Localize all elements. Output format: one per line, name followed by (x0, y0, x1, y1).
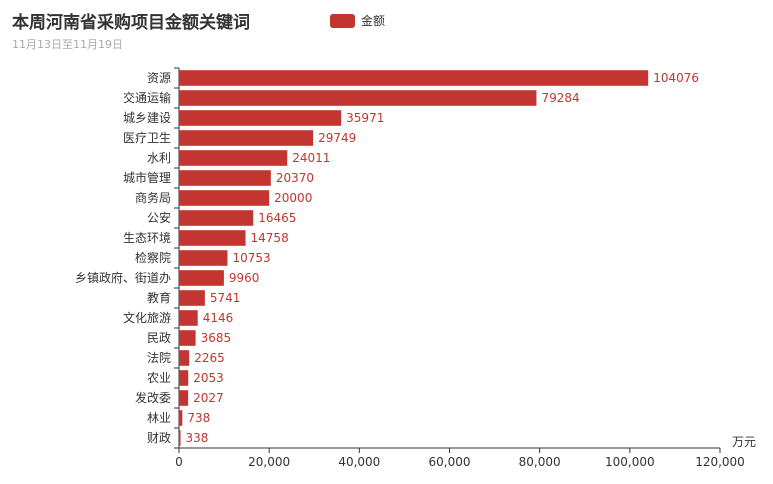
bar-value-label: 738 (187, 411, 210, 425)
bar-value-label: 104076 (653, 71, 699, 85)
x-tick-label: 40,000 (338, 455, 380, 469)
bar (179, 430, 181, 446)
x-tick-label: 100,000 (605, 455, 655, 469)
y-tick-label: 城乡建设 (123, 111, 171, 125)
bar (179, 210, 254, 226)
y-tick-label: 检察院 (135, 250, 171, 265)
bar (179, 130, 314, 146)
bar-value-label: 29749 (318, 131, 356, 145)
y-tick-label: 公安 (147, 210, 171, 225)
bar (179, 230, 246, 246)
bar (179, 250, 228, 266)
y-tick-label: 法院 (147, 351, 171, 365)
bar-value-label: 20000 (274, 191, 312, 205)
bar (179, 370, 189, 386)
bar (179, 290, 205, 306)
y-tick-label: 发改委 (135, 390, 171, 405)
x-tick-label: 20,000 (248, 455, 290, 469)
y-tick-label: 乡镇政府、街道办 (75, 270, 171, 285)
bar-value-label: 20370 (276, 171, 314, 185)
y-tick-label: 医疗卫生 (123, 131, 171, 145)
bar (179, 190, 270, 206)
y-tick-label: 水利 (147, 151, 171, 165)
bar-value-label: 2265 (194, 351, 225, 365)
chart-subtitle: 11月13日至11月19日 (12, 38, 123, 51)
bar-value-label: 9960 (229, 271, 260, 285)
bar-value-label: 2027 (193, 391, 224, 405)
y-tick-label: 财政 (147, 431, 171, 445)
legend-label: 金额 (361, 14, 386, 28)
y-tick-label: 城市管理 (123, 170, 171, 185)
y-tick-label: 民政 (147, 331, 171, 345)
bar (179, 330, 196, 346)
bar-value-label: 4146 (203, 311, 234, 325)
bar-value-label: 2053 (193, 371, 224, 385)
bar-value-label: 16465 (258, 211, 296, 225)
bar-value-label: 338 (186, 431, 209, 445)
bar-value-label: 5741 (210, 291, 241, 305)
bar (179, 170, 271, 186)
bar-value-label: 35971 (346, 111, 384, 125)
x-axis-label: 万元 (732, 435, 756, 449)
bar (179, 150, 288, 166)
bar-value-label: 79284 (541, 91, 579, 105)
y-tick-label: 农业 (147, 371, 171, 385)
x-tick-label: 120,000 (695, 455, 745, 469)
y-tick-label: 教育 (147, 290, 171, 305)
chart-title: 本周河南省采购项目金额关键词 (12, 13, 250, 33)
bar (179, 110, 342, 126)
bar (179, 390, 189, 406)
y-tick-label: 资源 (147, 71, 171, 85)
bar (179, 310, 198, 326)
y-tick-label: 生态环境 (123, 230, 171, 245)
bar-value-label: 3685 (201, 331, 232, 345)
legend[interactable]: 金额 (330, 12, 385, 29)
y-tick-label: 文化旅游 (123, 310, 171, 325)
x-tick-label: 80,000 (519, 455, 561, 469)
bar-value-label: 24011 (292, 151, 330, 165)
bar-value-label: 14758 (251, 231, 289, 245)
bar-value-label: 10753 (232, 251, 270, 265)
bar (179, 350, 190, 366)
legend-swatch-icon (330, 13, 355, 28)
bar (179, 70, 649, 86)
x-tick-label: 60,000 (429, 455, 471, 469)
bar (179, 270, 224, 286)
x-tick-label: 0 (175, 455, 183, 469)
bar (179, 90, 537, 106)
y-tick-label: 交通运输 (123, 90, 171, 105)
bar (179, 410, 183, 426)
y-tick-label: 商务局 (135, 190, 171, 205)
y-tick-label: 林业 (147, 411, 171, 425)
